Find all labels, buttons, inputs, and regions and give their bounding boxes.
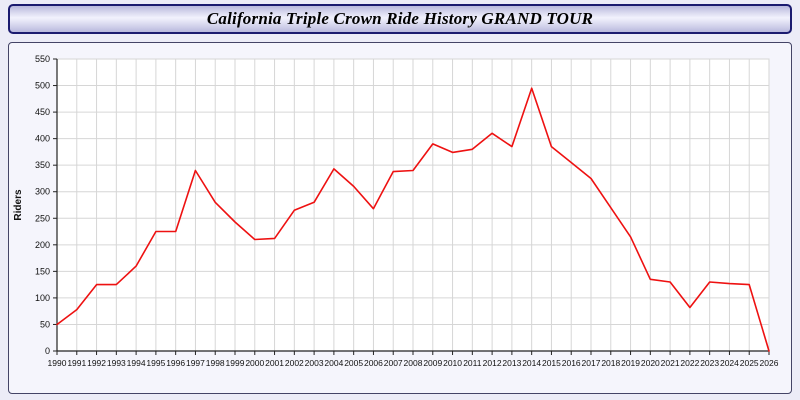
svg-text:1991: 1991 bbox=[67, 358, 86, 368]
svg-text:2009: 2009 bbox=[423, 358, 442, 368]
svg-text:2018: 2018 bbox=[601, 358, 620, 368]
riders-series-line bbox=[56, 87, 770, 352]
svg-text:2013: 2013 bbox=[502, 358, 521, 368]
svg-text:0: 0 bbox=[45, 346, 50, 356]
svg-text:1995: 1995 bbox=[146, 358, 165, 368]
y-axis-label: Riders bbox=[13, 189, 24, 221]
svg-text:2021: 2021 bbox=[661, 358, 680, 368]
chart-title: California Triple Crown Ride History GRA… bbox=[206, 9, 594, 28]
svg-text:2011: 2011 bbox=[463, 358, 482, 368]
svg-text:2022: 2022 bbox=[680, 358, 699, 368]
svg-text:2004: 2004 bbox=[324, 358, 343, 368]
svg-text:2007: 2007 bbox=[384, 358, 403, 368]
svg-text:250: 250 bbox=[35, 213, 50, 223]
svg-text:2020: 2020 bbox=[641, 358, 660, 368]
svg-text:200: 200 bbox=[35, 240, 50, 250]
svg-text:1993: 1993 bbox=[107, 358, 126, 368]
svg-text:2026: 2026 bbox=[760, 358, 779, 368]
svg-text:2024: 2024 bbox=[720, 358, 739, 368]
svg-text:1996: 1996 bbox=[166, 358, 185, 368]
svg-text:1998: 1998 bbox=[206, 358, 225, 368]
svg-text:2006: 2006 bbox=[364, 358, 383, 368]
svg-text:2005: 2005 bbox=[344, 358, 363, 368]
svg-text:2001: 2001 bbox=[265, 358, 284, 368]
svg-text:2019: 2019 bbox=[621, 358, 640, 368]
svg-text:400: 400 bbox=[35, 134, 50, 144]
svg-text:1990: 1990 bbox=[48, 358, 67, 368]
svg-text:2025: 2025 bbox=[740, 358, 759, 368]
svg-text:2017: 2017 bbox=[582, 358, 601, 368]
svg-text:100: 100 bbox=[35, 293, 50, 303]
svg-text:1994: 1994 bbox=[127, 358, 146, 368]
chart-panel: 0 50 100 150 200 250 300 350 400 450 500 550 1990 199… bbox=[8, 42, 792, 394]
svg-text:2003: 2003 bbox=[305, 358, 324, 368]
svg-text:1999: 1999 bbox=[226, 358, 245, 368]
svg-text:350: 350 bbox=[35, 160, 50, 170]
svg-text:2010: 2010 bbox=[443, 358, 462, 368]
svg-text:2014: 2014 bbox=[522, 358, 541, 368]
svg-text:550: 550 bbox=[35, 54, 50, 64]
svg-text:1997: 1997 bbox=[186, 358, 205, 368]
svg-text:300: 300 bbox=[35, 187, 50, 197]
chart-title-bar: California Triple Crown Ride History GRA… bbox=[8, 4, 792, 34]
svg-text:450: 450 bbox=[35, 107, 50, 117]
svg-text:2008: 2008 bbox=[404, 358, 423, 368]
svg-text:2012: 2012 bbox=[483, 358, 502, 368]
svg-text:2002: 2002 bbox=[285, 358, 304, 368]
svg-text:2015: 2015 bbox=[542, 358, 561, 368]
svg-text:1992: 1992 bbox=[87, 358, 106, 368]
svg-text:50: 50 bbox=[40, 319, 50, 329]
svg-text:2023: 2023 bbox=[700, 358, 719, 368]
svg-text:500: 500 bbox=[35, 81, 50, 91]
svg-text:2000: 2000 bbox=[245, 358, 264, 368]
svg-text:150: 150 bbox=[35, 266, 50, 276]
svg-text:2016: 2016 bbox=[562, 358, 581, 368]
